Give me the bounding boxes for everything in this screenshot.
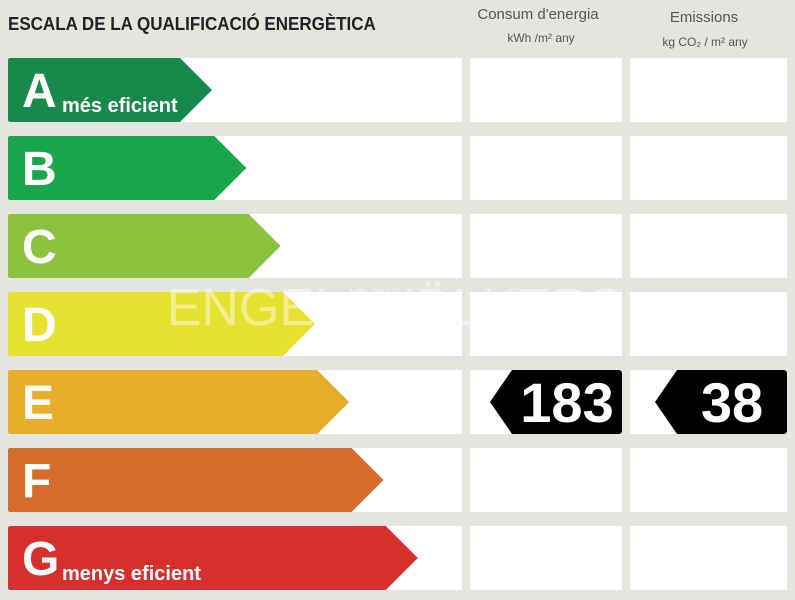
value-cell bbox=[470, 292, 622, 356]
title: ESCALA DE LA QUALIFICACIÓ ENERGÈTICA bbox=[8, 12, 376, 34]
class-letter: B bbox=[22, 143, 57, 196]
column-title: Emissions bbox=[670, 9, 738, 26]
value-cell bbox=[470, 58, 622, 122]
watermark: habitaclia bbox=[349, 285, 443, 310]
column-unit: kg CO₂ / m² any bbox=[662, 35, 747, 49]
value-cell bbox=[470, 448, 622, 512]
class-arrow bbox=[8, 448, 384, 512]
value-cell bbox=[630, 58, 787, 122]
column-title: Consum d'energia bbox=[477, 6, 599, 23]
class-arrow bbox=[8, 370, 350, 434]
class-letter: D bbox=[22, 299, 57, 352]
class-letter: C bbox=[22, 221, 57, 274]
class-arrow bbox=[8, 214, 281, 278]
class-arrow bbox=[8, 58, 212, 122]
value-cell bbox=[470, 136, 622, 200]
value-cell bbox=[630, 292, 787, 356]
class-letter: A bbox=[22, 65, 57, 118]
value-cell bbox=[630, 526, 787, 590]
class-label: menys eficient bbox=[62, 563, 201, 585]
rating-value: 38 bbox=[701, 371, 763, 434]
class-label: més eficient bbox=[62, 95, 178, 117]
class-arrow bbox=[8, 292, 315, 356]
class-letter: F bbox=[22, 455, 51, 508]
class-letter: G bbox=[22, 533, 59, 586]
watermark: ENGEL&VÖLKERS bbox=[167, 279, 624, 337]
class-letter: E bbox=[22, 377, 54, 430]
rating-arrow bbox=[655, 370, 787, 434]
value-cell bbox=[470, 214, 622, 278]
class-arrow bbox=[8, 526, 418, 590]
value-cell bbox=[630, 136, 787, 200]
rating-arrow bbox=[490, 370, 622, 434]
value-cell bbox=[630, 214, 787, 278]
class-arrow bbox=[8, 136, 247, 200]
value-cell bbox=[470, 526, 622, 590]
value-cell bbox=[630, 448, 787, 512]
column-unit: kWh /m² any bbox=[507, 31, 574, 45]
rating-value: 183 bbox=[520, 371, 613, 434]
